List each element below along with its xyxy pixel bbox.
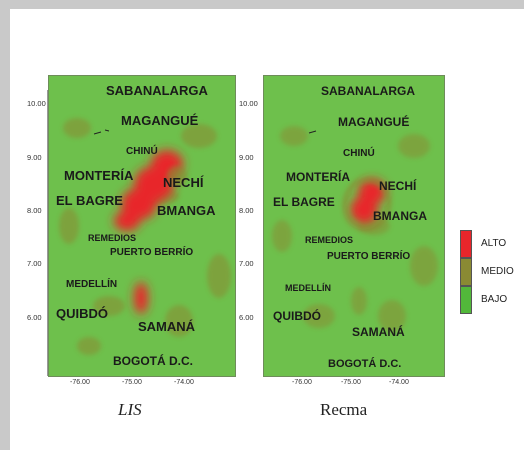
left-map-yaxis-line	[47, 90, 48, 376]
legend-bajo-swatch	[460, 286, 472, 314]
city-bogota: BOGOTÁ D.C.	[113, 354, 193, 368]
legend-medio-swatch	[460, 258, 472, 286]
city-quibdo-recma: QUIBDÓ	[273, 309, 321, 323]
xtick-75-left: -75.00	[122, 379, 142, 386]
city-puertoberrio-recma: PUERTO BERRÍO	[327, 251, 411, 262]
legend-bajo-label: BAJO	[481, 294, 508, 305]
ytick-9: 9.00	[27, 153, 42, 162]
city-samana: SAMANÁ	[138, 319, 196, 334]
ytick-8-right: 8.00	[239, 206, 254, 215]
city-monteria-recma: MONTERÍA	[286, 170, 350, 184]
ytick-9-right: 9.00	[239, 153, 254, 162]
xtick-76-left: -76.00	[70, 379, 90, 386]
legend-alto-label: ALTO	[481, 238, 507, 249]
ytick-7-right: 7.00	[239, 259, 254, 268]
city-bogota-recma: BOGOTÁ D.C.	[328, 358, 402, 370]
xtick-75-right: -75.00	[341, 379, 361, 386]
city-magangue-recma: MAGANGUÉ	[338, 115, 410, 129]
city-elbagre: EL BAGRE	[56, 193, 123, 208]
map-recma	[263, 75, 445, 377]
ytick-7: 7.00	[27, 259, 42, 268]
xtick-74-right: -74.00	[389, 379, 409, 386]
city-puertoberrio: PUERTO BERRÍO	[110, 247, 194, 258]
caption-lis: LIS	[118, 400, 142, 419]
city-chinu: CHINÚ	[126, 146, 158, 157]
caption-recma: Recma	[320, 400, 368, 419]
legend-medio-label: MEDIO	[481, 266, 514, 277]
ytick-10: 10.00	[27, 99, 46, 108]
ytick-6: 6.00	[27, 313, 42, 322]
xtick-76-right: -76.00	[292, 379, 312, 386]
city-quibdo: QUIBDÓ	[56, 306, 108, 321]
city-medellin: MEDELLÍN	[66, 279, 118, 290]
city-sabanalarga-recma: SABANALARGA	[321, 84, 415, 98]
ytick-6-right: 6.00	[239, 313, 254, 322]
city-bmanga: BMANGA	[157, 203, 216, 218]
city-elbagre-recma: EL BAGRE	[273, 195, 335, 209]
city-bmanga-recma: BMANGA	[373, 209, 427, 223]
city-sabanalarga: SABANALARGA	[106, 83, 208, 98]
city-chinu-recma: CHINÚ	[343, 148, 375, 159]
ytick-8: 8.00	[27, 206, 42, 215]
xtick-74-left: -74.00	[174, 379, 194, 386]
city-medellin-recma: MEDELLÍN	[285, 283, 331, 293]
legend-alto-swatch	[460, 230, 472, 258]
map-lis	[48, 75, 236, 377]
city-monteria: MONTERÍA	[64, 168, 134, 183]
city-magangue: MAGANGUÉ	[121, 113, 199, 128]
city-nechi-recma: NECHÍ	[379, 179, 417, 193]
city-remedios-recma: REMEDIOS	[305, 235, 354, 245]
city-nechi: NECHÍ	[163, 175, 204, 190]
ytick-10-right: 10.00	[239, 99, 258, 108]
city-remedios: REMEDIOS	[88, 233, 137, 243]
city-samana-recma: SAMANÁ	[352, 325, 405, 339]
